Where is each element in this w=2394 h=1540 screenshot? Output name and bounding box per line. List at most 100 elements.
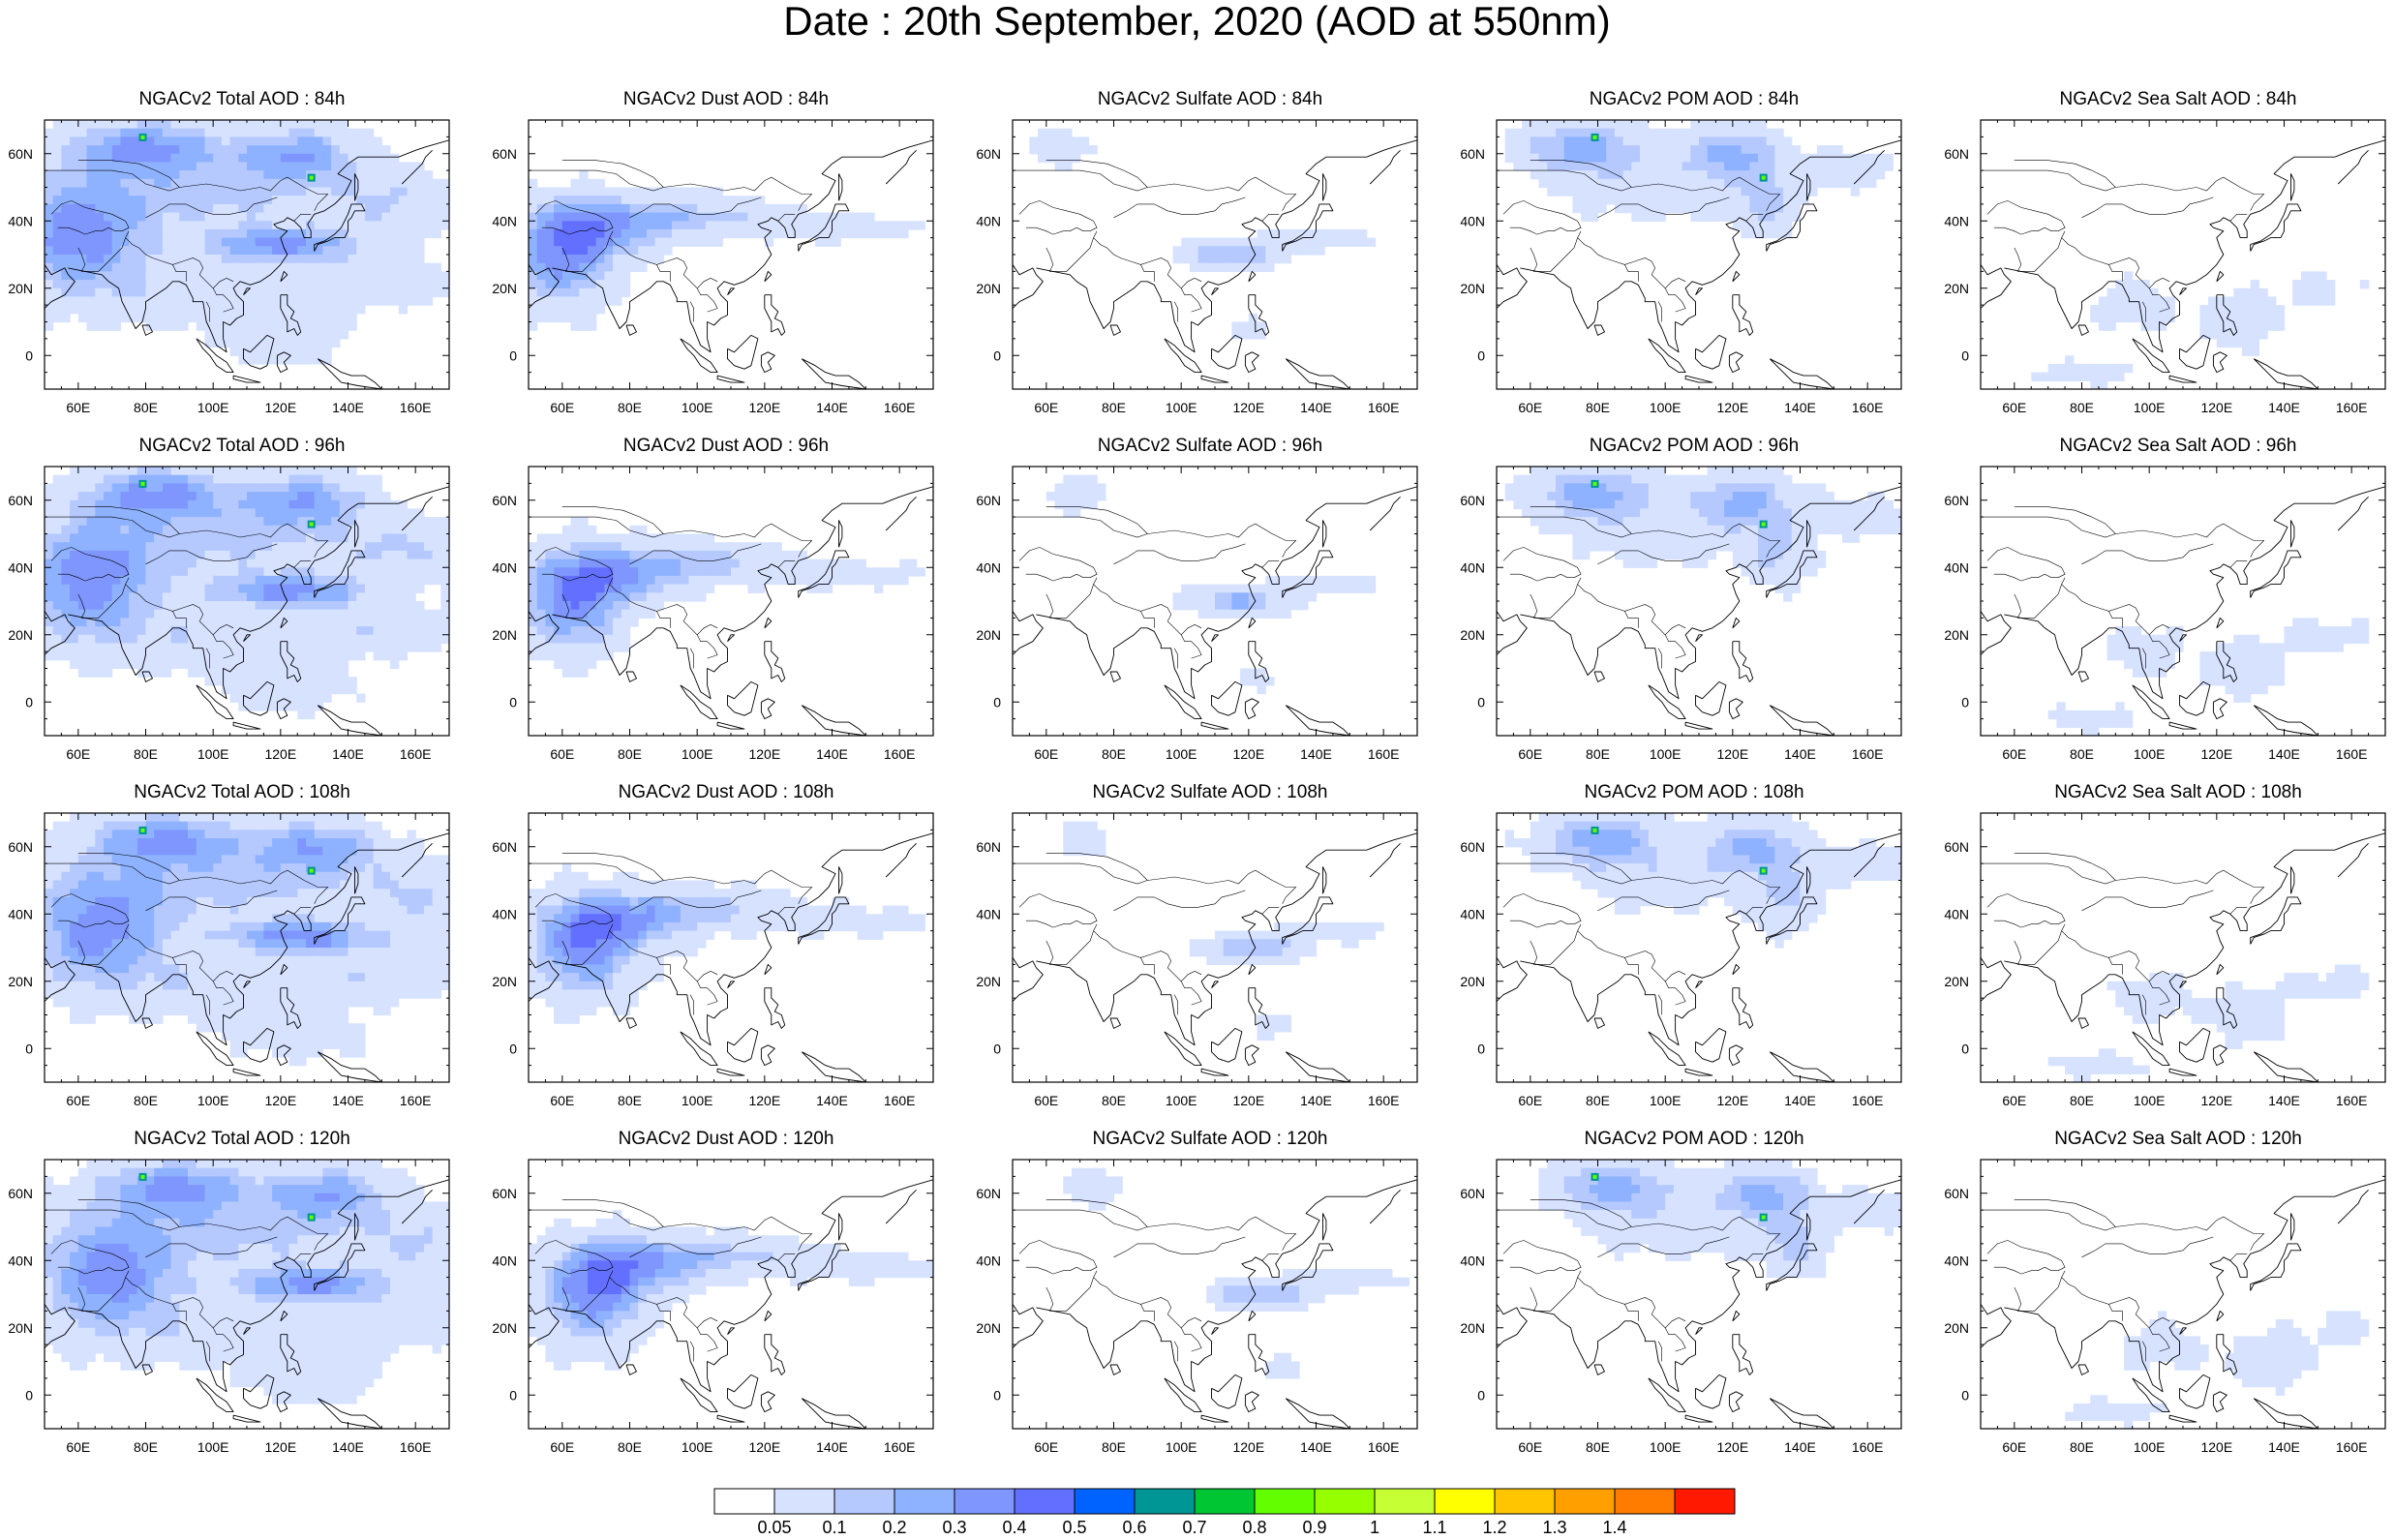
aod-cell bbox=[340, 162, 348, 170]
aod-cell bbox=[53, 179, 62, 188]
aod-cell bbox=[706, 534, 714, 543]
lat-tick-label: 40N bbox=[492, 213, 517, 228]
aod-cell bbox=[621, 643, 630, 651]
aod-cell bbox=[1556, 129, 1564, 137]
aod-cell bbox=[2233, 339, 2242, 347]
aod-cell bbox=[571, 280, 580, 288]
aod-cell bbox=[263, 129, 272, 137]
aod-cell bbox=[1649, 170, 1657, 179]
aod-cell bbox=[2217, 339, 2226, 347]
aod-cell bbox=[1539, 145, 1548, 154]
aod-cell bbox=[53, 601, 62, 610]
aod-cell bbox=[61, 255, 70, 263]
aod-cell bbox=[315, 305, 323, 314]
aod-cell bbox=[1708, 154, 1716, 163]
aod-cell bbox=[390, 626, 399, 635]
aod-cell bbox=[1708, 120, 1716, 129]
aod-cell bbox=[2258, 288, 2267, 297]
aod-cell bbox=[263, 626, 272, 635]
aod-cell bbox=[621, 601, 630, 610]
aod-cell bbox=[1539, 154, 1548, 163]
aod-cell bbox=[146, 551, 155, 559]
aod-cell bbox=[604, 280, 613, 288]
aod-cell bbox=[340, 643, 348, 651]
aod-cell bbox=[381, 179, 390, 188]
aod-cell bbox=[188, 467, 197, 475]
aod-cell bbox=[1640, 467, 1649, 475]
aod-cell bbox=[137, 238, 146, 247]
aod-cell bbox=[230, 179, 239, 188]
aod-cell bbox=[1606, 120, 1615, 129]
aod-cell bbox=[1682, 492, 1691, 500]
aod-cell bbox=[689, 238, 698, 247]
aod-cell bbox=[112, 534, 121, 543]
aod-cell bbox=[374, 492, 382, 500]
aod-cell bbox=[908, 567, 917, 576]
aod-cell bbox=[374, 229, 382, 238]
aod-cell bbox=[256, 136, 264, 145]
aod-cell bbox=[61, 517, 70, 526]
aod-cell bbox=[1699, 136, 1708, 145]
aod-cell bbox=[840, 576, 849, 585]
aod-cell bbox=[61, 213, 70, 222]
aod-cell bbox=[188, 500, 197, 509]
aod-cell bbox=[171, 255, 180, 263]
aod-cell bbox=[562, 314, 571, 322]
aod-cell bbox=[714, 221, 723, 229]
aod-cell bbox=[2090, 305, 2099, 314]
aod-cell bbox=[613, 246, 621, 255]
aod-cell bbox=[188, 213, 197, 222]
aod-cell bbox=[399, 567, 408, 576]
aod-cell bbox=[331, 669, 340, 678]
aod-cell bbox=[1046, 492, 1055, 500]
aod-cell bbox=[1038, 129, 1046, 137]
aod-cell bbox=[1055, 129, 1064, 137]
aod-cell bbox=[433, 213, 441, 222]
aod-cell bbox=[120, 129, 129, 137]
aod-cell bbox=[1231, 246, 1240, 255]
aod-cell bbox=[137, 120, 146, 129]
aod-cell bbox=[340, 585, 348, 593]
aod-cell bbox=[87, 305, 96, 314]
aod-cell bbox=[222, 170, 230, 179]
aod-cell bbox=[137, 567, 146, 576]
aod-cell bbox=[596, 651, 605, 660]
aod-cell bbox=[824, 585, 833, 593]
aod-cell bbox=[1564, 483, 1573, 492]
aod-cell bbox=[1649, 188, 1657, 196]
aod-cell bbox=[1758, 136, 1767, 145]
aod-cell bbox=[137, 271, 146, 280]
aod-cell bbox=[731, 542, 740, 551]
aod-cell bbox=[1240, 246, 1249, 255]
aod-cell bbox=[322, 643, 331, 651]
aod-cell bbox=[1733, 204, 1742, 213]
aod-cell bbox=[179, 213, 188, 222]
aod-cell bbox=[374, 483, 382, 492]
aod-cell bbox=[647, 559, 655, 568]
aod-cell bbox=[596, 238, 605, 247]
aod-cell bbox=[256, 526, 264, 534]
aod-cell bbox=[1598, 136, 1607, 145]
aod-cell bbox=[562, 660, 571, 669]
aod-cell bbox=[399, 585, 408, 593]
aod-cell bbox=[1623, 170, 1632, 179]
aod-cell bbox=[554, 618, 562, 626]
aod-cell bbox=[256, 559, 264, 568]
aod-cell bbox=[78, 196, 87, 204]
aod-cell bbox=[281, 263, 289, 272]
lon-tick-label: 160E bbox=[884, 746, 916, 762]
aod-cell bbox=[1826, 154, 1834, 163]
aod-cell bbox=[440, 534, 449, 543]
aod-cell bbox=[1657, 492, 1666, 500]
aod-cell bbox=[562, 601, 571, 610]
aod-cell bbox=[340, 576, 348, 585]
aod-cell bbox=[197, 179, 205, 188]
aod-cell bbox=[630, 551, 639, 559]
aod-cell bbox=[256, 517, 264, 526]
aod-cell bbox=[613, 296, 621, 305]
aod-cell bbox=[120, 213, 129, 222]
aod-cell bbox=[197, 508, 205, 517]
aod-cell bbox=[630, 263, 639, 272]
aod-cell bbox=[408, 229, 416, 238]
aod-cell bbox=[230, 694, 239, 703]
